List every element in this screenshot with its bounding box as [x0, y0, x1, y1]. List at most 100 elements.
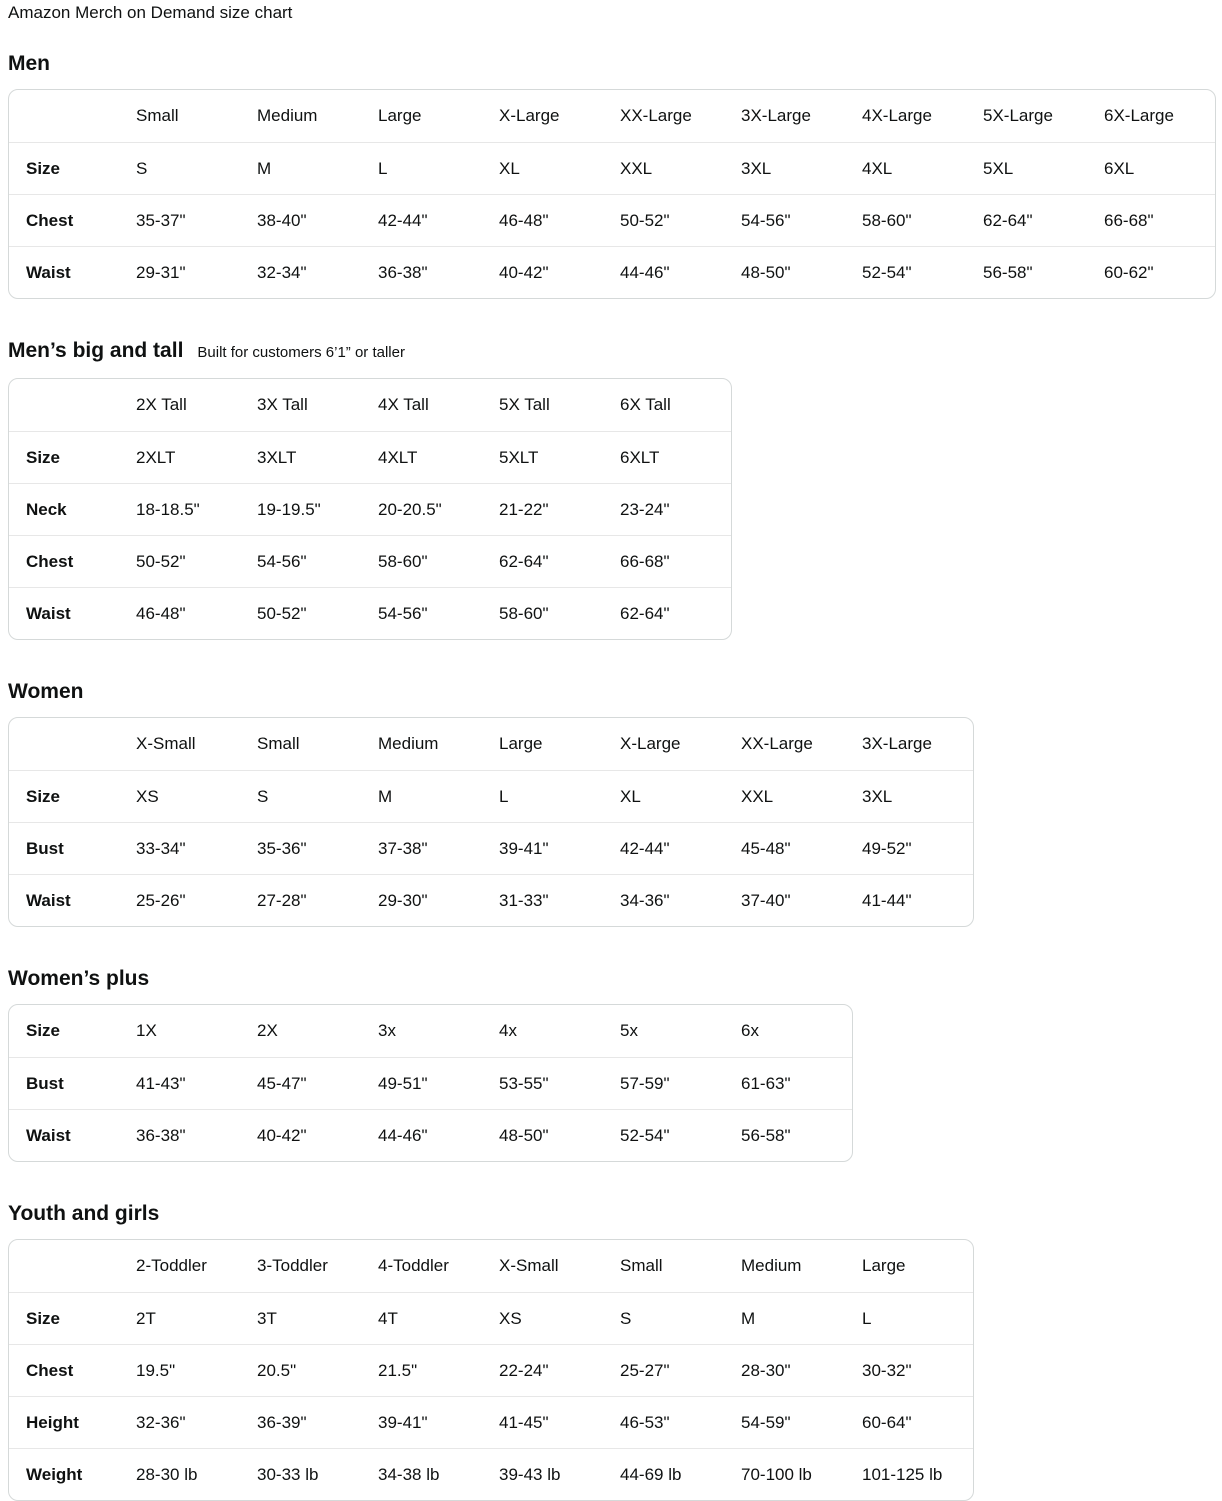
- value-cell: 45-48": [731, 822, 852, 874]
- column-header-cell: XX-Large: [741, 734, 813, 753]
- value-cell: 62-64": [973, 194, 1094, 246]
- value-cell: 40-42": [247, 1109, 368, 1161]
- value-cell: 3XL: [852, 770, 973, 822]
- value-cell: XXL: [610, 142, 731, 194]
- value-cell: 25-26": [126, 874, 247, 926]
- value-cell: 46-48": [126, 587, 247, 639]
- section-men: Men Small Medium Large X-Large XX-Large 3X-La…: [8, 52, 1216, 299]
- size-chart-page: Amazon Merch on Demand size chart Men Sm…: [8, 2, 1216, 1501]
- column-header-row: Small Medium Large X-Large XX-Large 3X-Large 4…: [9, 90, 1215, 142]
- value-cell: 18-18.5": [126, 483, 247, 535]
- column-header-cell: X-Small: [136, 734, 196, 753]
- value-cell: 41-44": [852, 874, 973, 926]
- value-cell: 46-48": [489, 194, 610, 246]
- section-heading-text: Women: [8, 680, 84, 703]
- section-heading-text: Women’s plus: [8, 967, 150, 990]
- value-cell: 31-33": [489, 874, 610, 926]
- value-cell: 45-47": [247, 1057, 368, 1109]
- value-cell: L: [489, 770, 610, 822]
- value-cell: 29-31": [126, 246, 247, 298]
- column-header-cell: XX-Large: [620, 106, 692, 125]
- value-cell: 29-30": [368, 874, 489, 926]
- column-header-row: 2X Tall 3X Tall 4X Tall 5X Tall 6X Tall: [9, 379, 731, 431]
- value-cell: 30-33 lb: [247, 1448, 368, 1500]
- value-cell: 52-54": [852, 246, 973, 298]
- value-cell: 41-43": [126, 1057, 247, 1109]
- value-cell: 36-38": [368, 246, 489, 298]
- data-row: Size 2T 3T 4T XS S M L: [9, 1292, 973, 1344]
- value-cell: 5x: [620, 1021, 638, 1040]
- column-header-cell: X-Large: [499, 106, 560, 125]
- value-cell: 58-60": [368, 535, 489, 587]
- value-cell: M: [247, 142, 368, 194]
- row-label-cell: Neck: [9, 483, 126, 535]
- data-row: Chest 35-37" 38-40" 42-44" 46-48" 50-52" 54-56…: [9, 194, 1215, 246]
- column-header-cell: 5X-Large: [983, 106, 1053, 125]
- value-cell: 5XL: [973, 142, 1094, 194]
- section-heading: Women’s plus: [8, 967, 1214, 990]
- data-row: Waist 46-48" 50-52" 54-56" 58-60" 62-64": [9, 587, 731, 639]
- value-cell: S: [126, 142, 247, 194]
- column-header-cell: Medium: [257, 106, 318, 125]
- column-header-cell: Medium: [378, 734, 439, 753]
- row-label-cell: Waist: [9, 246, 126, 298]
- value-cell: 54-56": [247, 535, 368, 587]
- row-label-cell: Size: [9, 431, 126, 483]
- value-cell: 54-56": [731, 194, 852, 246]
- section-heading: Women: [8, 680, 1214, 703]
- value-cell: 53-55": [489, 1057, 610, 1109]
- value-cell: 52-54": [610, 1109, 731, 1161]
- value-cell: XS: [489, 1292, 610, 1344]
- value-cell: 58-60": [489, 587, 610, 639]
- value-cell: 42-44": [368, 194, 489, 246]
- data-row: Size 1X 2X 3x 4x 5x 6x: [9, 1005, 852, 1057]
- empty-corner-cell: [9, 1240, 126, 1292]
- data-row: Waist 25-26" 27-28" 29-30" 31-33" 34-36" 37-40…: [9, 874, 973, 926]
- column-header-cell: 2X Tall: [136, 395, 187, 414]
- value-cell: 2T: [126, 1292, 247, 1344]
- value-cell: 32-36": [126, 1396, 247, 1448]
- data-row: Weight 28-30 lb 30-33 lb 34-38 lb 39-43 lb 44…: [9, 1448, 973, 1500]
- column-header-cell: Medium: [741, 1256, 802, 1275]
- value-cell: 27-28": [247, 874, 368, 926]
- value-cell: XXL: [731, 770, 852, 822]
- section-womens-plus: Women’s plus Size 1X 2X 3x 4x 5x 6x Bust 41-43" 4…: [8, 967, 1214, 1162]
- value-cell: XL: [610, 770, 731, 822]
- column-header-cell: Large: [499, 734, 543, 753]
- column-header-row: 2-Toddler 3-Toddler 4-Toddler X-Small Small M…: [9, 1240, 973, 1292]
- value-cell: 3XLT: [247, 431, 368, 483]
- value-cell: 4T: [368, 1292, 489, 1344]
- value-cell: 38-40": [247, 194, 368, 246]
- value-cell: XS: [126, 770, 247, 822]
- value-cell: 57-59": [610, 1057, 731, 1109]
- column-header-cell: Large: [378, 106, 422, 125]
- column-header-cell: 4X Tall: [378, 395, 429, 414]
- value-cell: 50-52": [247, 587, 368, 639]
- value-cell: 62-64": [489, 535, 610, 587]
- section-mens-big-and-tall: Men’s big and tall Built for customers 6’…: [8, 339, 1214, 640]
- youth-and-girls-size-table: 2-Toddler 3-Toddler 4-Toddler X-Small Small M…: [8, 1239, 974, 1501]
- row-label-cell: Size: [9, 1292, 126, 1344]
- column-header-cell: 6X Tall: [620, 395, 671, 414]
- section-heading-text: Men’s big and tall: [8, 339, 184, 362]
- value-cell: 60-62": [1094, 246, 1215, 298]
- data-row: Size 2XLT 3XLT 4XLT 5XLT 6XLT: [9, 431, 731, 483]
- value-cell: 19.5": [126, 1344, 247, 1396]
- row-label-cell: Size: [26, 1021, 61, 1040]
- row-label-cell: Bust: [9, 1057, 126, 1109]
- row-label-cell: Size: [9, 142, 126, 194]
- value-cell: 62-64": [610, 587, 731, 639]
- data-row: Waist 29-31" 32-34" 36-38" 40-42" 44-46" 48-50…: [9, 246, 1215, 298]
- section-heading: Men’s big and tall Built for customers 6’…: [8, 339, 1214, 364]
- value-cell: 33-34": [126, 822, 247, 874]
- value-cell: 28-30": [731, 1344, 852, 1396]
- value-cell: 25-27": [610, 1344, 731, 1396]
- value-cell: 3T: [247, 1292, 368, 1344]
- value-cell: 23-24": [610, 483, 731, 535]
- value-cell: 22-24": [489, 1344, 610, 1396]
- value-cell: 44-46": [368, 1109, 489, 1161]
- row-label-cell: Waist: [9, 874, 126, 926]
- column-header-row: X-Small Small Medium Large X-Large XX-Large 3X…: [9, 718, 973, 770]
- mens-big-and-tall-size-table: 2X Tall 3X Tall 4X Tall 5X Tall 6X Tall Size 2…: [8, 378, 732, 640]
- value-cell: 3x: [378, 1021, 396, 1040]
